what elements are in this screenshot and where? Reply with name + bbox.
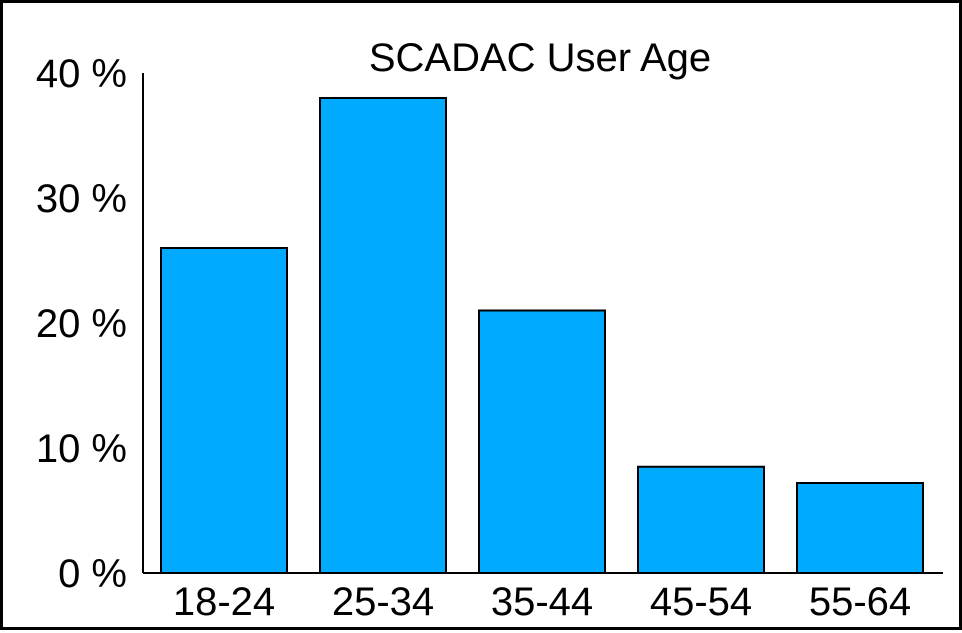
bar-55-64 (796, 482, 924, 574)
bar-chart: SCADAC User Age 0 % 10 % 20 % 30 % 40 % 18-2… (36, 36, 943, 624)
bar-25-34 (319, 97, 447, 574)
bar-35-44 (478, 309, 606, 574)
x-tick-labels: 18-24 25-34 35-44 45-54 55-64 (173, 580, 911, 624)
y-tick-label: 0 % (58, 552, 127, 596)
x-tick-label: 25-34 (332, 580, 434, 624)
bar-18-24 (160, 247, 288, 574)
bar-45-54 (637, 465, 765, 574)
y-tick-label: 30 % (36, 177, 127, 221)
x-tick-label: 35-44 (491, 580, 593, 624)
y-tick-label: 10 % (36, 427, 127, 471)
x-tick-label: 55-64 (809, 580, 911, 624)
x-tick-label: 45-54 (650, 580, 752, 624)
x-tick-label: 18-24 (173, 580, 275, 624)
y-tick-label: 20 % (36, 302, 127, 346)
y-tick-labels: 0 % 10 % 20 % 30 % 40 % (36, 52, 127, 596)
chart-title: SCADAC User Age (369, 36, 711, 80)
bars (160, 97, 924, 574)
y-tick-label: 40 % (36, 52, 127, 96)
